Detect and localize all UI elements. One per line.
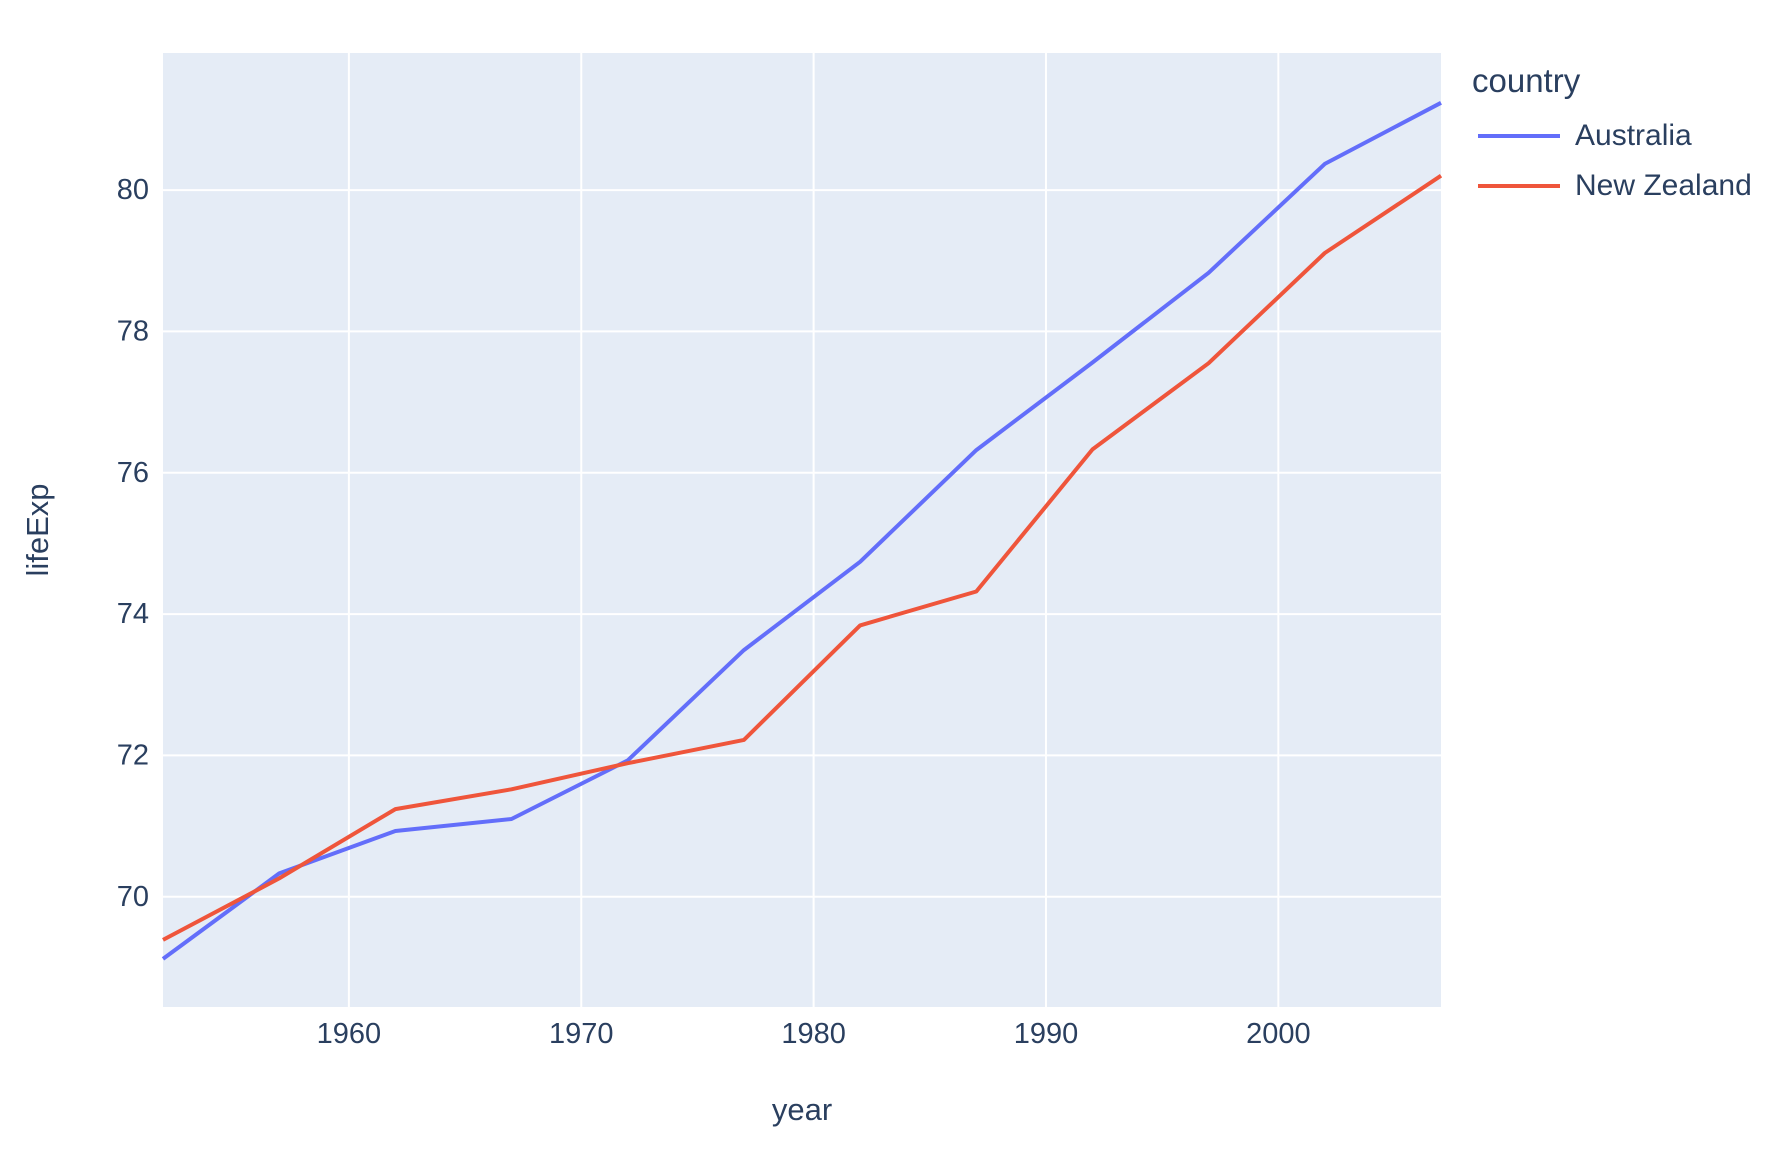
x-tick-label: 1980 bbox=[781, 1018, 846, 1050]
y-tick-label: 78 bbox=[117, 315, 149, 347]
y-tick-label: 72 bbox=[117, 739, 149, 771]
x-axis-title: year bbox=[771, 1092, 833, 1127]
series-line-australia[interactable] bbox=[161, 101, 1442, 961]
x-tick-label: 1990 bbox=[1014, 1018, 1079, 1050]
legend-item-label: Australia bbox=[1575, 119, 1692, 153]
series-line-new-zealand[interactable] bbox=[162, 174, 1443, 942]
legend: country Australia New Zealand bbox=[1472, 60, 1752, 211]
legend-items: Australia New Zealand bbox=[1472, 111, 1752, 211]
y-tick-label: 76 bbox=[117, 457, 149, 489]
y-tick-label: 74 bbox=[117, 598, 149, 630]
x-tick-label: 1970 bbox=[549, 1018, 614, 1050]
x-tick-label: 2000 bbox=[1246, 1018, 1311, 1050]
legend-swatch bbox=[1478, 184, 1560, 189]
y-tick-label: 80 bbox=[117, 174, 149, 206]
legend-title: country bbox=[1472, 62, 1581, 99]
y-tick-label: 70 bbox=[117, 881, 149, 913]
legend-item-new-zealand[interactable]: New Zealand bbox=[1472, 161, 1752, 211]
legend-item-australia[interactable]: Australia bbox=[1472, 111, 1752, 161]
x-tick-label: 1960 bbox=[317, 1018, 382, 1050]
legend-swatch bbox=[1478, 134, 1560, 139]
y-axis-title: lifeExp bbox=[20, 483, 55, 577]
legend-item-label: New Zealand bbox=[1575, 169, 1752, 203]
plot-background bbox=[163, 53, 1441, 1007]
